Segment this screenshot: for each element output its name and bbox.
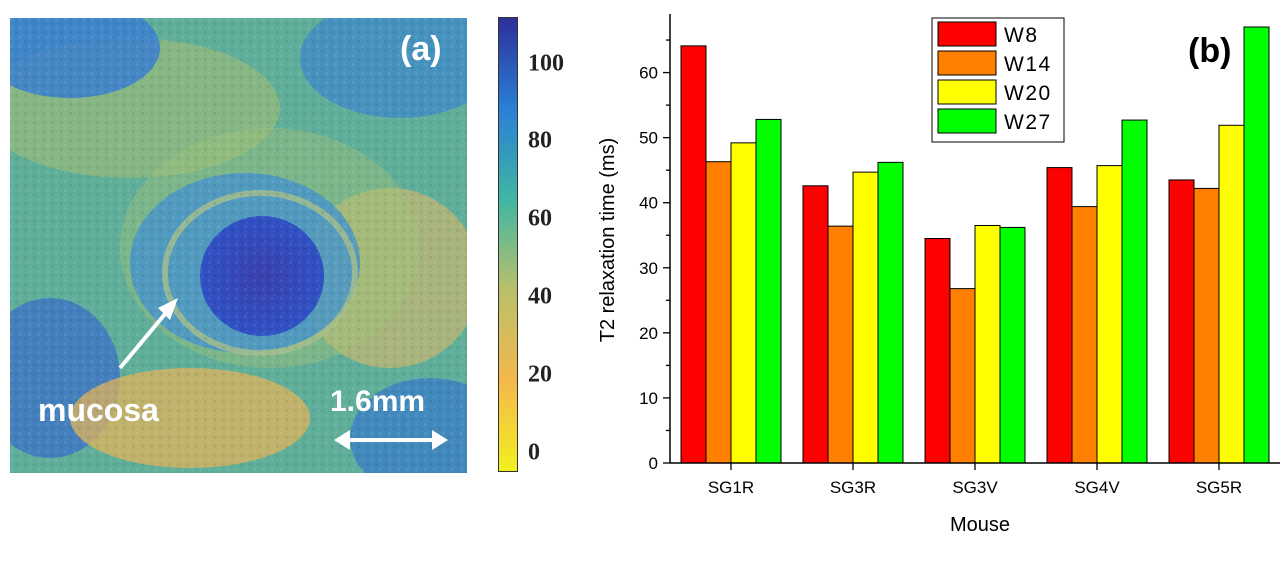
x-tick-label: SG3V (952, 478, 998, 497)
bar-w20-sg4v (1096, 165, 1123, 464)
legend-label-w27: W27 (1004, 111, 1052, 134)
x-tick-label: SG4V (1074, 478, 1120, 497)
y-tick-label: 60 (639, 64, 658, 83)
colorbar (498, 17, 518, 472)
legend-label-w20: W20 (1004, 82, 1052, 105)
bar-w27-sg1r (755, 118, 782, 464)
bar-w8-sg1r (680, 45, 707, 464)
scale-bar-label: 1.6mm (330, 385, 426, 418)
y-tick-label: 20 (639, 324, 658, 343)
legend-swatch-w27 (937, 108, 997, 134)
bar-w8-sg5r (1168, 179, 1195, 464)
bar-chart: SG1R SG3R SG3V SG4V SG5R 0 10 20 30 40 50 60 W8 W14 W… (590, 0, 1284, 566)
x-tick-label: SG5R (1196, 478, 1242, 497)
x-tick-label: SG1R (708, 478, 754, 497)
bar-w27-sg5r (1243, 26, 1270, 464)
colorbar-tick-label: 100 (528, 50, 564, 77)
legend-swatch-w20 (937, 79, 997, 105)
y-axis-label: T2 relaxation time (ms) (597, 138, 619, 343)
y-tick-label: 0 (649, 454, 658, 473)
bar-w27-sg3v (999, 226, 1026, 464)
bar-w14-sg5r (1193, 187, 1220, 464)
legend-swatch-w14 (937, 50, 997, 76)
bar-w14-sg3r (827, 225, 854, 464)
bar-w27-sg4v (1121, 119, 1148, 464)
bar-w8-sg3v (924, 238, 951, 464)
colorbar-tick-label: 20 (528, 361, 552, 388)
bar-w20-sg3r (852, 171, 879, 464)
colorbar-tick-label: 40 (528, 283, 552, 310)
bar-w20-sg3v (974, 224, 1001, 464)
colorbar-tick-label: 60 (528, 205, 552, 232)
x-axis-label: Mouse (950, 514, 1010, 536)
bar-w20-sg1r (730, 142, 757, 464)
panel-a-label: (a) (400, 30, 442, 68)
bar-w20-sg5r (1218, 124, 1245, 464)
x-tick-label: SG3R (830, 478, 876, 497)
bar-w14-sg1r (705, 161, 732, 464)
y-tick-label: 50 (639, 129, 658, 148)
legend-swatch-w8 (937, 21, 997, 47)
legend-label-w14: W14 (1004, 53, 1052, 76)
bar-w14-sg3v (949, 288, 976, 464)
y-tick-label: 30 (639, 259, 658, 278)
bar-w27-sg3r (877, 161, 904, 464)
bar-w14-sg4v (1071, 206, 1098, 464)
y-tick-label: 10 (639, 389, 658, 408)
colorbar-tick-label: 0 (528, 439, 540, 466)
panel-b-label: (b) (1188, 32, 1231, 70)
t2-map-image (10, 18, 467, 473)
y-tick-label: 40 (639, 194, 658, 213)
legend-label-w8: W8 (1004, 24, 1039, 47)
colorbar-tick-label: 80 (528, 127, 552, 154)
mucosa-annotation: mucosa (38, 392, 159, 428)
colorbar-ticks: 100 80 60 40 20 0 (518, 17, 598, 472)
bar-w8-sg3r (802, 185, 829, 464)
bar-w8-sg4v (1046, 167, 1073, 464)
